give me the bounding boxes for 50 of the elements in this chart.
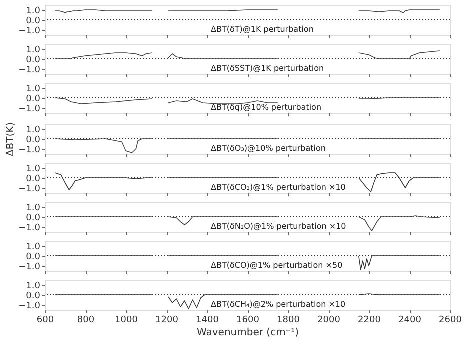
y-tick-label: 1.0	[26, 46, 41, 56]
y-tick-label: 1.0	[26, 164, 41, 174]
y-tick-label: 1.0	[26, 282, 41, 292]
annotation: ΔBT(δCO)@1% perturbation ×50	[211, 261, 343, 270]
x-tick-label: 800	[77, 316, 95, 326]
x-tick-label: 1800	[277, 316, 300, 326]
y-tick-label: 1.0	[26, 126, 41, 136]
y-tick-label: −1.0	[18, 26, 41, 36]
y-tick-label: −1.0	[18, 302, 41, 312]
y-tick-label: 0.0	[26, 136, 41, 146]
line-series	[358, 50, 440, 60]
y-tick-label: −1.0	[18, 262, 41, 272]
line-series	[54, 138, 153, 154]
annotation: ΔBT(δT)@1K perturbation	[211, 25, 314, 34]
y-tick-label: 0.0	[26, 56, 41, 66]
y-tick-label: 1.0	[26, 84, 41, 94]
y-tick-label: −1.0	[18, 66, 41, 76]
x-tick-label: 2200	[358, 316, 382, 326]
y-tick-label: 1.0	[26, 204, 41, 214]
y-axis-title: ΔBT(K)	[6, 122, 17, 157]
annotation: ΔBT(δO₃)@10% perturbation	[211, 144, 326, 153]
y-tick-label: −1.0	[18, 146, 41, 156]
y-tick-label: −1.0	[18, 104, 41, 114]
y-tick-label: 0.0	[26, 252, 41, 262]
annotation: ΔBT(δSST)@1K perturbation	[211, 64, 324, 73]
x-tick-label: 2000	[318, 316, 341, 326]
x-tick-label: 1600	[236, 316, 260, 326]
y-tick-label: 0.0	[26, 16, 41, 26]
x-tick-label: 600	[36, 316, 54, 326]
annotation: ΔBT(δq)@10% perturbation	[211, 103, 322, 112]
x-tick-label: 1000	[115, 316, 138, 326]
y-tick-label: 0.0	[26, 94, 41, 104]
y-tick-label: 0.0	[26, 214, 41, 224]
x-tick-label: 1400	[196, 316, 220, 326]
x-tick-label: 2400	[398, 316, 422, 326]
y-tick-label: −1.0	[18, 184, 41, 194]
y-tick-label: 0.0	[26, 174, 41, 184]
line-series	[358, 216, 440, 232]
annotation: ΔBT(δN₂O)@1% perturbation ×10	[211, 222, 346, 231]
x-tick-label: 1200	[156, 316, 179, 326]
annotation: ΔBT(δCH₄)@2% perturbation ×10	[211, 300, 346, 309]
y-tick-label: 1.0	[26, 6, 41, 16]
y-tick-label: 1.0	[26, 242, 41, 252]
annotation: ΔBT(δCO₂)@1% perturbation ×10	[211, 183, 346, 192]
y-tick-label: −1.0	[18, 224, 41, 234]
line-series	[54, 98, 153, 104]
y-tick-label: 0.0	[26, 292, 41, 302]
x-axis-title: Wavenumber (cm⁻¹)	[197, 328, 300, 338]
line-series	[54, 52, 153, 60]
x-tick-label: 2600	[439, 316, 462, 326]
